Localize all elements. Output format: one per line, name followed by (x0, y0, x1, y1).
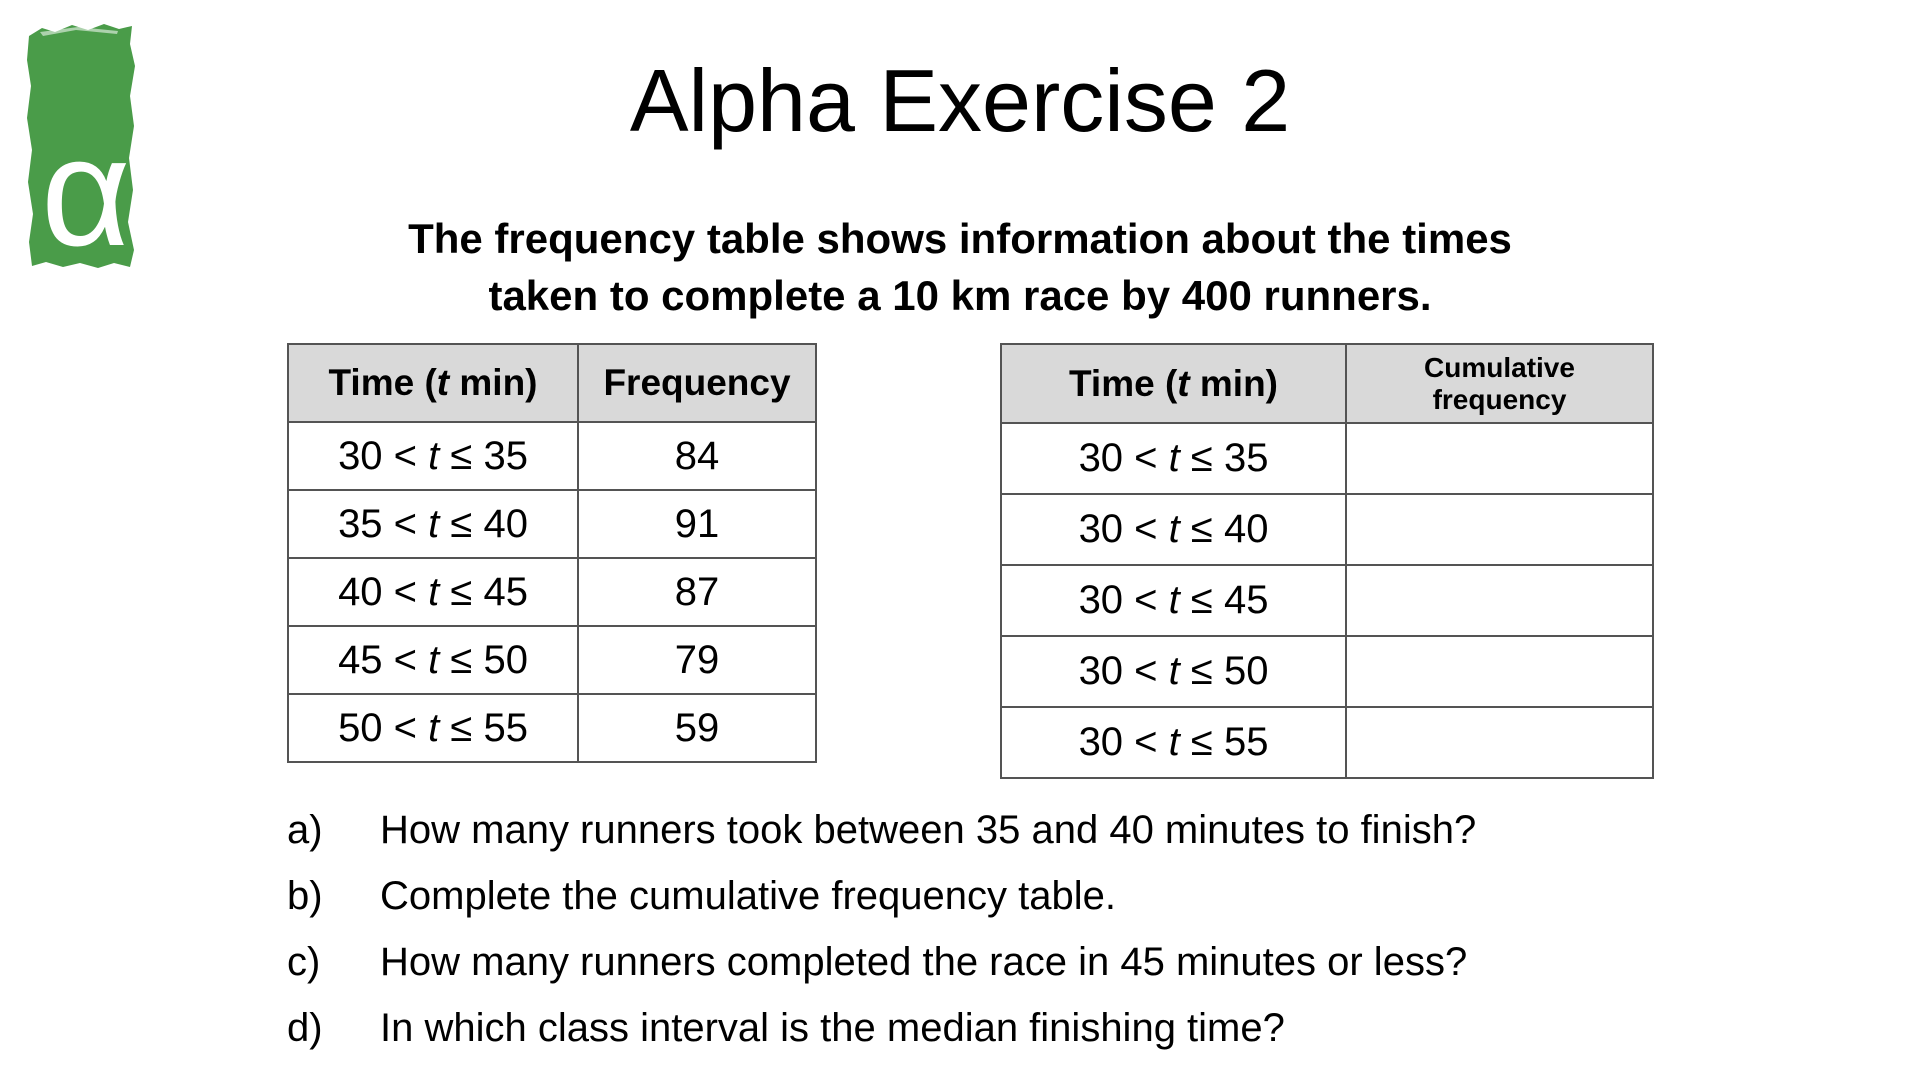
table-row: 30 < t ≤ 40 (1000, 493, 1654, 566)
interval-upper: ≤ 45 (1179, 578, 1269, 622)
interval-upper: ≤ 50 (1179, 649, 1269, 693)
interval-upper: ≤ 35 (1179, 436, 1269, 480)
time-interval-cell: 35 < t ≤ 40 (287, 489, 579, 559)
interval-lower: 30 < (1078, 720, 1169, 764)
time-interval-cell: 45 < t ≤ 50 (287, 625, 579, 695)
table-row: 30 < t ≤ 55 (1000, 706, 1654, 779)
interval-lower: 30 < (1078, 649, 1169, 693)
question-d: d) In which class interval is the median… (287, 995, 1476, 1061)
t-variable: t (1168, 436, 1180, 480)
t-variable: t (1168, 649, 1180, 693)
alpha-glyph: α (41, 105, 131, 272)
question-text: Complete the cumulative frequency table. (380, 873, 1116, 918)
question-text: How many runners took between 35 and 40 … (380, 807, 1477, 852)
table-row: 50 < t ≤ 55 59 (287, 693, 817, 763)
problem-statement: The frequency table shows information ab… (0, 210, 1920, 324)
table-row: 30 < t ≤ 50 (1000, 635, 1654, 708)
cumulative-table-header-row: Time (t min) Cumulative frequency (1000, 343, 1654, 424)
interval-upper: ≤ 40 (439, 501, 528, 546)
question-label: c) (287, 939, 321, 984)
table-row: 45 < t ≤ 50 79 (287, 625, 817, 695)
frequency-value-cell: 87 (577, 557, 817, 627)
cumulative-value-cell-empty (1345, 635, 1654, 708)
question-label: d) (287, 1005, 323, 1050)
frequency-table-header-row: Time (t min) Frequency (287, 343, 817, 423)
t-variable: t (428, 501, 440, 546)
question-label: b) (287, 873, 323, 918)
interval-lower: 50 < (338, 705, 429, 750)
frequency-column-header: Frequency (577, 343, 817, 423)
alpha-logo: α (27, 24, 135, 272)
time-column-header: Time (t min) (1000, 343, 1347, 424)
interval-upper: ≤ 35 (439, 433, 528, 478)
time-interval-cell: 50 < t ≤ 55 (287, 693, 579, 763)
table-row: 40 < t ≤ 45 87 (287, 557, 817, 627)
t-variable: t (436, 362, 450, 403)
logo-paint-block (27, 24, 135, 268)
table-row: 30 < t ≤ 35 (1000, 422, 1654, 495)
time-header-post: min) (1189, 362, 1278, 404)
t-variable: t (1168, 720, 1180, 764)
t-variable: t (1168, 578, 1180, 622)
logo-paint-streak (40, 27, 118, 36)
question-text: In which class interval is the median fi… (380, 1005, 1285, 1050)
cumulative-value-cell-empty (1345, 422, 1654, 495)
question-a: a) How many runners took between 35 and … (287, 797, 1476, 863)
interval-lower: 35 < (338, 501, 429, 546)
cumulative-value-cell-empty (1345, 564, 1654, 637)
time-header-post: min) (449, 362, 538, 403)
time-interval-cell: 40 < t ≤ 45 (287, 557, 579, 627)
cumulative-frequency-column-header: Cumulative frequency (1345, 343, 1654, 424)
frequency-value-cell: 91 (577, 489, 817, 559)
interval-upper: ≤ 45 (439, 569, 528, 614)
frequency-value-cell: 79 (577, 625, 817, 695)
problem-statement-line-2: taken to complete a 10 km race by 400 ru… (488, 272, 1432, 319)
time-interval-cell: 30 < t ≤ 55 (1000, 706, 1347, 779)
time-interval-cell: 30 < t ≤ 45 (1000, 564, 1347, 637)
t-variable: t (428, 433, 440, 478)
t-variable: t (428, 569, 440, 614)
time-column-header: Time (t min) (287, 343, 579, 423)
interval-lower: 30 < (338, 433, 429, 478)
cumulative-frequency-table: Time (t min) Cumulative frequency 30 < t… (1000, 343, 1654, 779)
t-variable: t (428, 637, 440, 682)
time-interval-cell: 30 < t ≤ 35 (287, 421, 579, 491)
time-header-pre: Time ( (328, 362, 437, 403)
t-variable: t (1168, 507, 1180, 551)
question-text: How many runners completed the race in 4… (380, 939, 1468, 984)
page-title: Alpha Exercise 2 (629, 51, 1291, 150)
time-header-pre: Time ( (1068, 362, 1178, 404)
interval-upper: ≤ 55 (1179, 720, 1269, 764)
time-interval-cell: 30 < t ≤ 40 (1000, 493, 1347, 566)
interval-lower: 30 < (1078, 436, 1169, 480)
question-list: a) How many runners took between 35 and … (287, 797, 1476, 1061)
time-interval-cell: 30 < t ≤ 50 (1000, 635, 1347, 708)
table-row: 30 < t ≤ 45 (1000, 564, 1654, 637)
cumulative-value-cell-empty (1345, 706, 1654, 779)
question-c: c) How many runners completed the race i… (287, 929, 1476, 995)
time-interval-cell: 30 < t ≤ 35 (1000, 422, 1347, 495)
table-row: 30 < t ≤ 35 84 (287, 421, 817, 491)
question-b: b) Complete the cumulative frequency tab… (287, 863, 1476, 929)
interval-lower: 45 < (338, 637, 429, 682)
frequency-table: Time (t min) Frequency 30 < t ≤ 35 84 35… (287, 343, 817, 763)
interval-lower: 40 < (338, 569, 429, 614)
cumulative-frequency-header-label: Cumulative frequency (1424, 351, 1575, 415)
table-row: 35 < t ≤ 40 91 (287, 489, 817, 559)
question-label: a) (287, 807, 323, 852)
frequency-value-cell: 59 (577, 693, 817, 763)
interval-upper: ≤ 40 (1179, 507, 1269, 551)
interval-upper: ≤ 50 (439, 637, 528, 682)
interval-lower: 30 < (1078, 507, 1169, 551)
t-variable: t (428, 705, 440, 750)
interval-lower: 30 < (1078, 578, 1169, 622)
problem-statement-line-1: The frequency table shows information ab… (408, 215, 1512, 262)
cumulative-value-cell-empty (1345, 493, 1654, 566)
interval-upper: ≤ 55 (439, 705, 528, 750)
frequency-value-cell: 84 (577, 421, 817, 491)
t-variable: t (1177, 362, 1190, 404)
